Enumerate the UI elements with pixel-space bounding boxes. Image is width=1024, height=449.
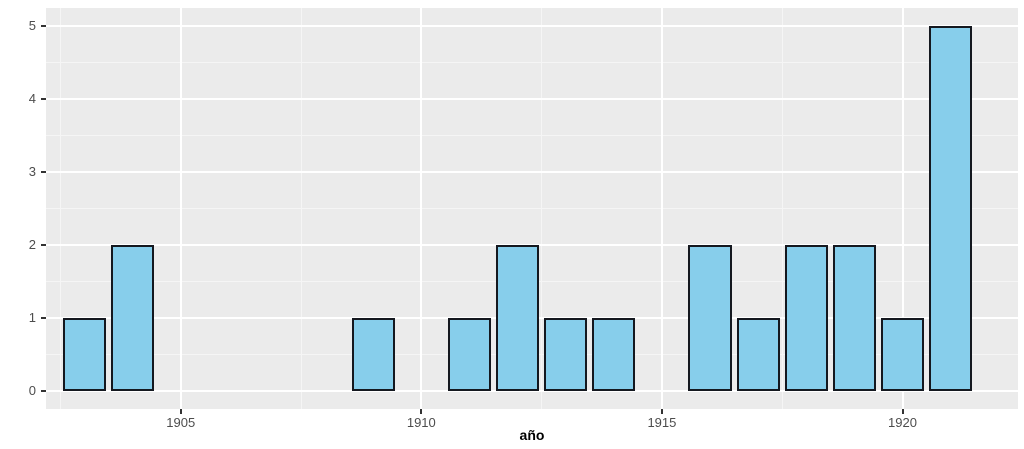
- gridline-major-vertical: [660, 8, 663, 409]
- gridline-minor-vertical: [781, 8, 783, 409]
- y-tick-mark: [41, 389, 46, 392]
- gridline-major-horizontal: [46, 171, 1018, 174]
- y-tick-label: 1: [28, 309, 36, 325]
- plot-panel: [46, 8, 1018, 409]
- gridline-major-vertical: [420, 8, 423, 409]
- bar: [351, 317, 395, 391]
- gridline-minor-vertical: [59, 8, 61, 409]
- gridline-minor-horizontal: [46, 208, 1018, 209]
- y-tick-label: 4: [28, 91, 36, 107]
- gridline-minor-vertical: [541, 8, 543, 409]
- y-tick-label: 0: [28, 382, 36, 398]
- x-tick-mark: [901, 409, 904, 414]
- y-tick-mark: [41, 98, 46, 101]
- gridline-minor-horizontal: [46, 62, 1018, 64]
- gridline-minor-horizontal: [46, 135, 1018, 137]
- bar: [928, 26, 973, 391]
- y-tick-mark: [41, 316, 46, 319]
- bar: [592, 317, 636, 391]
- x-tick-label: 1905: [166, 415, 196, 430]
- y-tick-label: 5: [28, 18, 36, 34]
- bar: [688, 244, 732, 391]
- y-tick-label: 2: [28, 236, 36, 252]
- bar: [832, 244, 877, 391]
- bar: [447, 317, 492, 391]
- x-axis-title: año: [519, 427, 545, 443]
- bar: [62, 317, 107, 391]
- gridline-minor-vertical: [300, 8, 302, 409]
- bar: [880, 317, 925, 391]
- y-tick-label: 3: [28, 164, 36, 180]
- y-tick-mark: [41, 243, 46, 246]
- y-tick-mark: [41, 25, 46, 28]
- x-tick-mark: [420, 409, 423, 414]
- x-tick-label: 1910: [406, 415, 436, 430]
- x-tick-label: 1920: [888, 415, 917, 430]
- bar: [544, 317, 588, 391]
- gridline-major-horizontal: [46, 25, 1018, 28]
- y-tick-mark: [41, 171, 46, 174]
- gridline-major-horizontal: [46, 389, 1018, 392]
- bar: [736, 317, 780, 391]
- gridline-major-vertical: [901, 8, 904, 409]
- x-tick-label: 1915: [647, 415, 677, 430]
- gridline-major-vertical: [179, 8, 182, 409]
- x-tick-mark: [179, 409, 182, 414]
- x-tick-mark: [660, 409, 663, 414]
- bar: [495, 244, 540, 391]
- bar: [784, 244, 828, 391]
- gridline-major-horizontal: [46, 98, 1018, 101]
- bar: [110, 244, 155, 391]
